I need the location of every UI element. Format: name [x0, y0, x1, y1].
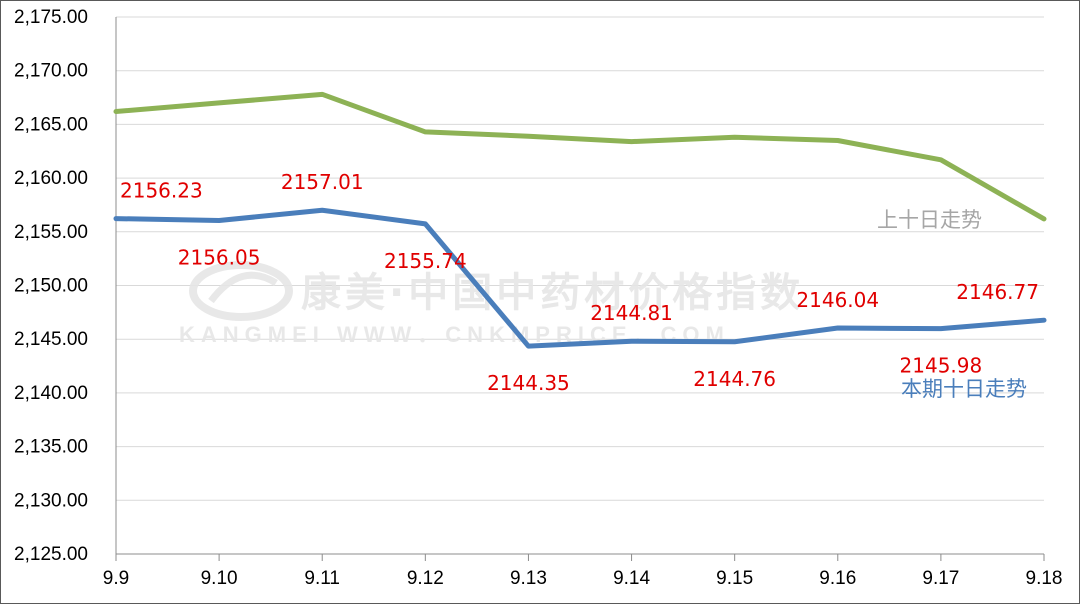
x-tick-label: 9.12: [407, 568, 444, 589]
data-label: 2144.76: [693, 367, 776, 391]
y-tick-label: 2,130.00: [14, 490, 88, 511]
x-tick-label: 9.17: [922, 568, 959, 589]
series-line-previous: [113, 91, 1047, 222]
y-tick-label: 2,125.00: [14, 544, 88, 565]
data-label: 2144.35: [487, 371, 570, 395]
x-tick-label: 9.9: [103, 568, 129, 589]
x-tick-label: 9.11: [304, 568, 340, 589]
y-tick-label: 2,155.00: [14, 222, 88, 243]
data-label: 2157.01: [281, 170, 364, 194]
grid-lines: [116, 16, 1044, 501]
y-tick-label: 2,175.00: [14, 7, 88, 28]
y-tick-label: 2,150.00: [14, 276, 88, 297]
data-label: 2145.98: [900, 354, 983, 378]
axes: 2,125.00 2,130.00 2,135.00 2,140.00 2,145.00…: [14, 7, 1062, 589]
y-tick-label: 2,135.00: [14, 437, 88, 458]
x-tick-label: 9.14: [613, 568, 650, 589]
data-label: 2156.23: [120, 179, 203, 203]
y-tick-label: 2,170.00: [14, 61, 88, 82]
y-tick-label: 2,145.00: [14, 329, 88, 350]
data-label: 2156.05: [178, 246, 261, 270]
data-labels: 2156.23 2156.05 2157.01 2155.74 2144.35 2144.…: [120, 170, 1039, 395]
data-label: 2146.04: [796, 288, 879, 312]
data-label: 2155.74: [384, 249, 467, 273]
watermark-title: 康美·中国中药材价格指数: [301, 270, 804, 316]
x-tick-label: 9.10: [201, 568, 238, 589]
watermark-logo-icon: [189, 261, 293, 321]
data-label: 2144.81: [590, 301, 673, 325]
series-label-current: 本期十日走势: [901, 377, 1027, 401]
data-label: 2146.77: [956, 280, 1039, 304]
series-lines: [113, 91, 1047, 349]
x-tick-label: 9.16: [819, 568, 856, 589]
x-tick-label: 9.13: [510, 568, 547, 589]
series-label-previous: 上十日走势: [877, 208, 982, 232]
y-tick-label: 2,160.00: [14, 168, 88, 189]
y-tick-label: 2,165.00: [14, 114, 88, 135]
x-tick-label: 9.15: [716, 568, 753, 589]
series-line-current: [113, 207, 1047, 349]
x-tick-label: 9.18: [1026, 568, 1063, 589]
y-tick-label: 2,140.00: [14, 383, 88, 404]
